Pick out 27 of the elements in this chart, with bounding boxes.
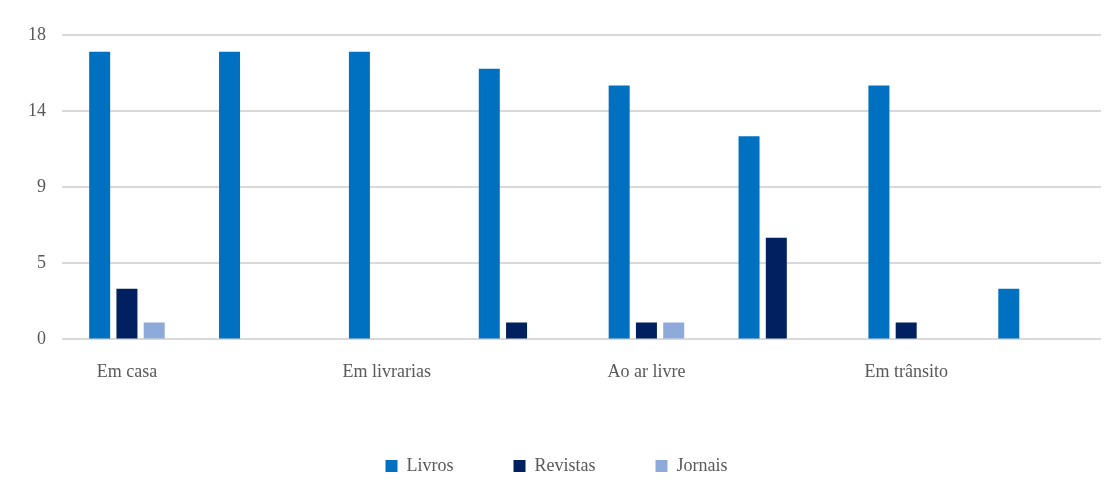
bar [738, 136, 760, 339]
bar [143, 322, 165, 339]
legend-label: Jornais [676, 454, 728, 475]
y-tick-label: 14 [28, 99, 46, 120]
bar [635, 322, 657, 339]
y-tick-label: 0 [37, 328, 46, 349]
bar [868, 85, 890, 339]
bar [663, 322, 685, 339]
y-tick-label: 18 [28, 23, 46, 44]
bar [478, 68, 500, 339]
x-tick-label: Em casa [96, 360, 158, 381]
x-tick-label: Em livrarias [342, 360, 431, 381]
legend-label: Revistas [534, 454, 596, 475]
bar [348, 51, 370, 339]
bar [116, 288, 138, 339]
y-tick-label: 9 [37, 175, 46, 196]
y-tick-label: 5 [37, 251, 46, 272]
bar [219, 51, 241, 339]
x-tick-label: Ao ar livre [607, 360, 686, 381]
bar [895, 322, 917, 339]
bar [998, 288, 1020, 339]
x-tick-label: Em trânsito [864, 360, 948, 381]
bar [765, 237, 787, 339]
bar [506, 322, 528, 339]
bar [608, 85, 630, 339]
bar [89, 51, 111, 339]
legend-label: Livros [406, 454, 454, 475]
